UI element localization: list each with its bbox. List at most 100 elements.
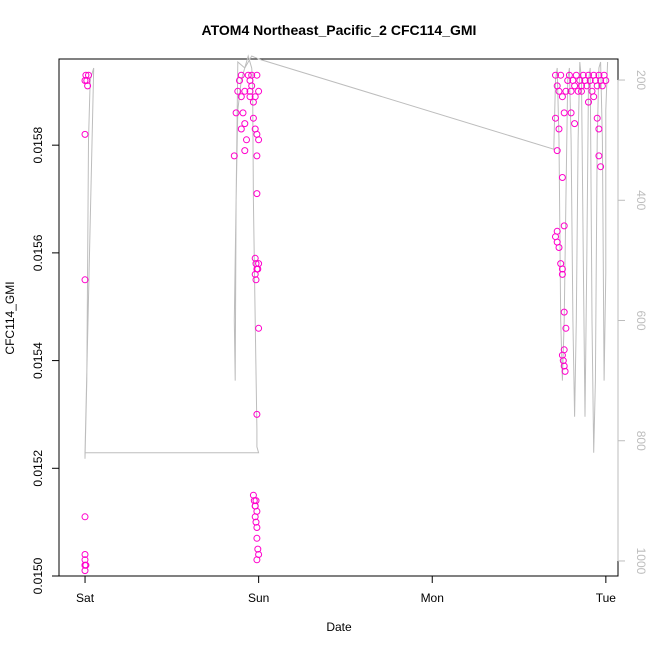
data-point <box>558 270 566 278</box>
data-point <box>565 71 573 79</box>
data-point <box>230 152 238 160</box>
data-point <box>557 71 565 79</box>
data-point <box>248 71 256 79</box>
data-point <box>593 82 601 90</box>
y-tick-label: 0.0154 <box>31 342 45 379</box>
data-point <box>251 502 259 510</box>
x-tick-label: Tue <box>596 591 617 605</box>
data-point <box>243 136 250 144</box>
data-point <box>562 324 570 332</box>
data-point <box>85 71 92 79</box>
data-point <box>571 82 579 90</box>
data-point <box>572 71 580 79</box>
data-point <box>558 174 566 181</box>
chart-title: ATOM4 Northeast_Pacific_2 CFC114_GMI <box>202 22 477 38</box>
data-point <box>246 87 254 95</box>
data-point <box>590 93 598 101</box>
data-point <box>237 71 245 79</box>
data-point <box>232 109 240 117</box>
data-point <box>555 87 563 95</box>
data-point <box>558 93 566 101</box>
data-point <box>553 147 561 155</box>
data-point <box>253 152 261 160</box>
right-y-tick-label: 800 <box>634 431 648 451</box>
data-point <box>255 324 263 332</box>
y-axis: 0.0150 0.0152 0.0154 0.0156 0.0158 <box>31 126 60 594</box>
x-axis-label: Date <box>326 620 352 634</box>
data-point <box>251 93 259 101</box>
line-series-0 <box>84 54 609 459</box>
data-point <box>254 545 262 553</box>
data-point <box>558 265 566 273</box>
data-point <box>241 147 249 155</box>
data-point <box>567 109 575 117</box>
data-point <box>255 87 263 95</box>
data-point <box>241 87 249 95</box>
x-tick-label: Sun <box>248 591 269 605</box>
x-tick-label: Sat <box>76 591 95 605</box>
data-point <box>602 77 610 84</box>
data-point <box>253 130 261 138</box>
data-point <box>254 265 262 273</box>
data-point <box>555 125 563 133</box>
data-point <box>571 120 579 128</box>
data-point <box>574 87 582 95</box>
line-layer <box>84 54 609 459</box>
data-point <box>583 82 591 90</box>
right-y-tick-label: 400 <box>634 190 648 210</box>
right-y-tick-label: 200 <box>634 70 648 90</box>
x-tick-label: Mon <box>421 591 444 605</box>
right-y-tick-label: 600 <box>634 310 648 330</box>
data-point <box>81 551 89 558</box>
y-axis-right: 200 400 600 800 1000 <box>617 70 648 575</box>
data-point <box>84 82 92 90</box>
data-point <box>239 109 247 117</box>
data-point <box>561 367 569 375</box>
data-point <box>595 152 603 160</box>
data-point <box>555 244 563 251</box>
data-point <box>253 410 261 418</box>
data-point <box>81 513 89 521</box>
data-point <box>253 190 261 198</box>
data-point <box>251 254 259 262</box>
data-point <box>253 71 261 79</box>
data-point <box>255 260 263 268</box>
points-layer <box>81 71 610 575</box>
data-point <box>241 120 249 128</box>
data-point <box>560 109 568 117</box>
y-tick-label: 0.0150 <box>31 557 45 594</box>
y-tick-label: 0.0152 <box>31 450 45 487</box>
data-point <box>251 270 259 278</box>
data-point <box>253 524 261 531</box>
data-point <box>562 87 570 95</box>
data-point <box>249 114 257 122</box>
right-y-tick-label: 1000 <box>634 548 648 575</box>
data-point <box>560 222 568 230</box>
data-point <box>82 561 90 569</box>
data-point <box>234 87 242 95</box>
y-axis-label: CFC114_GMI <box>3 281 17 354</box>
plot-frame <box>58 58 619 577</box>
data-point <box>578 87 585 95</box>
data-point <box>578 82 585 90</box>
x-axis: Sat Sun Mon Tue <box>76 575 617 605</box>
data-point <box>237 125 245 133</box>
data-point <box>560 308 568 316</box>
y-tick-label: 0.0156 <box>31 234 45 271</box>
data-point <box>552 114 559 122</box>
data-point <box>252 276 260 284</box>
data-point <box>253 556 261 564</box>
data-point <box>251 513 259 521</box>
data-point <box>246 93 254 101</box>
data-point <box>82 71 90 79</box>
data-point <box>567 87 575 95</box>
data-point <box>598 82 606 90</box>
data-point <box>593 114 601 122</box>
data-point <box>252 497 260 505</box>
data-point <box>237 93 245 101</box>
data-point <box>597 163 605 171</box>
y-tick-label: 0.0158 <box>31 126 45 163</box>
data-point <box>552 71 559 79</box>
data-point <box>253 534 261 542</box>
